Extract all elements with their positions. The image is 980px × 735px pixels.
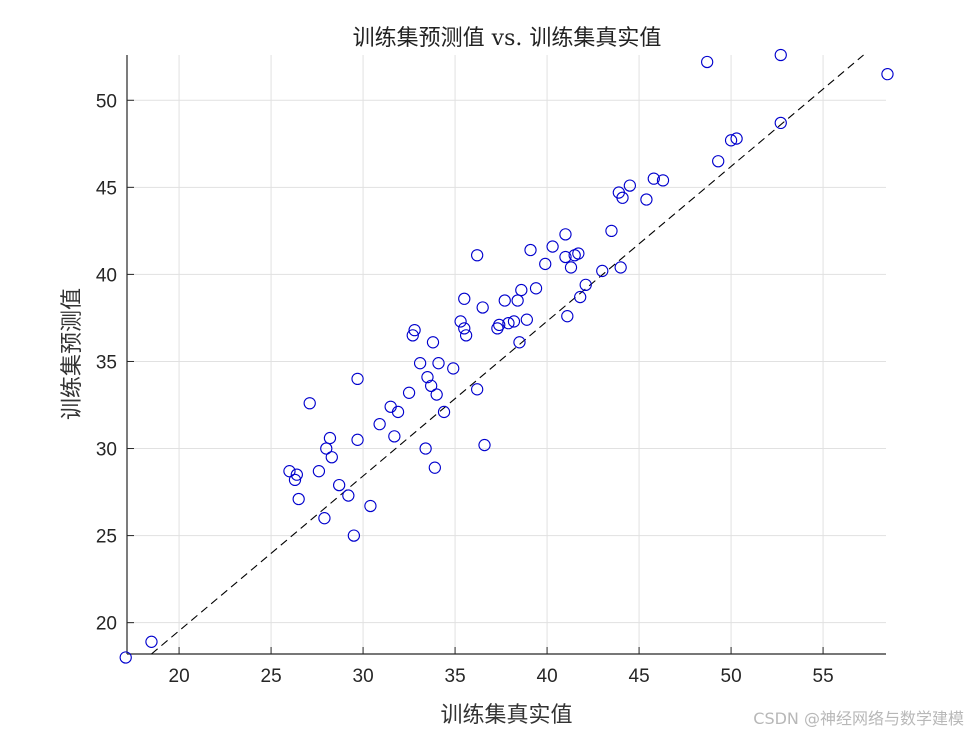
x-tick-label: 25 (261, 666, 282, 687)
data-point-marker (701, 55, 714, 69)
data-point-marker (498, 294, 511, 307)
data-point-marker (384, 400, 397, 413)
data-point-marker (730, 132, 743, 145)
data-point-marker (323, 431, 337, 445)
data-point-marker (432, 357, 445, 370)
data-point-marker (447, 362, 460, 375)
data-point-marker (471, 383, 484, 396)
chart-title: 训练集预测值 vs. 训练集真实值 (352, 26, 662, 51)
data-point-marker (303, 397, 316, 410)
data-point-marker (471, 249, 484, 262)
y-tick-label: 40 (96, 265, 117, 286)
data-point-marker (430, 388, 443, 401)
x-tick-label: 20 (169, 666, 190, 687)
y-tick-label: 50 (96, 91, 117, 112)
data-point-marker (413, 357, 427, 370)
data-point-marker (458, 292, 471, 305)
data-point-marker (421, 370, 434, 384)
x-tick-label: 50 (721, 666, 742, 687)
data-point-marker (333, 478, 346, 492)
data-point-marker (292, 492, 305, 506)
data-point-marker (406, 329, 419, 342)
y-tick-label: 30 (96, 440, 117, 461)
y-tick-label: 20 (96, 614, 117, 635)
data-point-marker (561, 310, 574, 323)
data-point-marker (493, 318, 506, 332)
data-point-marker (351, 372, 364, 386)
data-point-marker (290, 468, 303, 481)
data-point-marker (774, 48, 787, 62)
data-point-marker (419, 442, 432, 455)
data-point-marker (426, 336, 440, 349)
data-point-marker (476, 301, 489, 314)
data-point-marker (640, 193, 653, 206)
data-point-marker (881, 68, 894, 81)
data-point-marker (347, 529, 361, 542)
data-point-marker (712, 155, 725, 168)
data-point-marker (318, 512, 331, 525)
data-point-marker (564, 261, 578, 274)
data-point-marker (373, 418, 386, 431)
data-point-marker (364, 499, 377, 513)
data-point-marker (579, 278, 592, 291)
data-point-marker (529, 282, 543, 295)
data-point-marker (312, 465, 326, 478)
x-tick-label: 45 (629, 666, 650, 687)
data-point-marker (623, 179, 637, 192)
data-point-marker (342, 489, 355, 502)
data-point-marker (408, 323, 421, 337)
watermark: CSDN @神经网络与数学建模 (753, 709, 964, 728)
data-point-marker (425, 379, 438, 392)
data-point-marker (437, 405, 451, 419)
data-point-marker (559, 228, 572, 241)
data-point-marker (524, 243, 537, 257)
data-point-marker (656, 174, 670, 187)
data-point-marker (724, 134, 738, 147)
data-point-marker (546, 240, 559, 253)
y-tick-label: 25 (96, 527, 117, 548)
data-point-marker (458, 322, 471, 335)
x-axis-label: 训练集真实值 (440, 703, 573, 728)
data-point-marker (507, 315, 521, 328)
data-point-marker (402, 386, 416, 399)
x-tick-label: 55 (813, 666, 834, 687)
data-point-marker (351, 433, 364, 446)
data-point-marker (145, 635, 158, 648)
data-point-marker (605, 224, 618, 238)
data-point-marker (596, 264, 609, 278)
data-point-marker (616, 191, 629, 204)
data-point-marker (520, 313, 533, 326)
data-point-marker (502, 317, 515, 330)
y-axis-label: 训练集预测值 (60, 287, 85, 421)
data-point-marker (119, 651, 132, 664)
data-point-marker (283, 465, 296, 478)
data-point-marker (388, 430, 401, 443)
data-point-marker (454, 315, 467, 328)
data-point-marker (774, 116, 787, 130)
x-tick-label: 30 (353, 666, 374, 687)
x-tick-label: 40 (537, 666, 558, 687)
data-point-marker (559, 250, 572, 264)
data-point-marker (572, 247, 585, 260)
data-point-marker (647, 172, 660, 185)
data-point-marker (574, 290, 587, 304)
data-point-marker (614, 261, 627, 274)
data-point-marker (428, 461, 441, 474)
data-point-marker (515, 283, 528, 297)
reference-line (151, 54, 864, 655)
data-point-marker (478, 438, 491, 452)
data-point-marker (391, 405, 405, 419)
data-point-marker (288, 473, 302, 487)
data-point-marker (539, 257, 552, 271)
y-tick-label: 45 (96, 178, 117, 199)
data-point-marker (325, 451, 338, 464)
data-point-marker (511, 294, 524, 307)
data-point-marker (459, 329, 473, 342)
y-tick-label: 35 (96, 352, 117, 373)
x-tick-label: 35 (445, 666, 466, 687)
data-point-marker (513, 336, 526, 349)
